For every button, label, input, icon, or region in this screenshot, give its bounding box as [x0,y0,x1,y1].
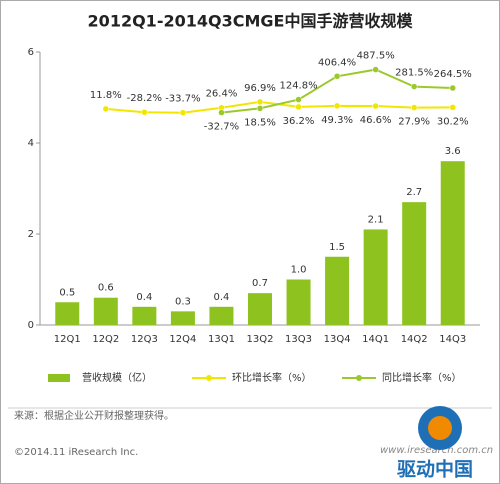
data-label: -32.7% [204,122,239,133]
bar [170,311,195,325]
data-label: 0.4 [214,292,230,303]
logo-icon [428,416,452,440]
line-point [256,105,264,112]
x-tick-label: 14Q3 [439,334,466,345]
website: www.iresearch.com.cn [380,445,493,456]
data-label: 18.5% [244,117,276,128]
line-point [372,102,379,110]
line-point [410,104,418,111]
x-tick-label: 14Q1 [362,334,389,345]
bar [325,256,350,325]
data-label: 96.9% [244,83,276,94]
data-label: 487.5% [357,51,395,62]
data-label: 3.6 [445,146,461,157]
bar [248,293,272,325]
data-label: 36.2% [283,116,315,127]
x-tick-label: 14Q2 [401,334,428,345]
line-point [218,109,225,116]
data-label: 0.3 [175,296,191,307]
line-point [295,96,302,103]
line-point [410,83,418,90]
data-label: 0.5 [59,287,75,298]
watermark: 驱动中国 [397,458,473,481]
bar [286,279,311,325]
line-point [179,109,187,116]
data-label: 1.0 [291,265,307,276]
line-point [372,66,379,73]
data-label: 406.4% [318,57,356,68]
legend-swatch [356,375,362,381]
data-label: 2.1 [368,214,384,225]
line-point [141,108,148,116]
x-tick-label: 13Q4 [324,334,351,345]
data-label: -33.7% [165,94,200,105]
bar [209,306,234,325]
y-tick-label: 2 [28,229,34,240]
line-point [449,104,456,111]
data-label: 264.5% [434,69,472,80]
x-tick-label: 12Q3 [131,334,158,345]
data-label: 11.8% [90,90,122,101]
y-tick-label: 6 [28,47,34,58]
data-label: 1.5 [329,242,345,253]
data-label: 0.7 [252,278,268,289]
bar [402,202,427,325]
data-label: 2.7 [406,187,422,198]
data-label: -28.2% [127,93,162,104]
bar [363,229,388,325]
data-label: 0.4 [136,292,152,303]
source-note: 来源：根据企业公开财报整理获得。 [14,409,174,422]
x-tick-label: 13Q1 [208,334,235,345]
data-label: 49.3% [321,115,353,126]
data-label: 27.9% [398,117,430,128]
x-tick-label: 12Q4 [169,334,196,345]
x-tick-label: 12Q2 [92,334,119,345]
bar [55,302,80,325]
legend-swatch [48,374,70,382]
line-point [295,103,302,111]
copyright: ©2014.11 iResearch Inc. [14,447,138,458]
chart-title: 2012Q1-2014Q3CMGE中国手游营收规模 [88,12,414,31]
x-tick-label: 13Q2 [247,334,274,345]
line-point [333,73,341,80]
data-label: 0.6 [98,283,114,294]
data-label: 124.8% [279,81,317,92]
legend-label: 同比增长率（%） [382,371,462,384]
data-label: 281.5% [395,68,433,79]
line-point [256,98,264,106]
data-label: 46.6% [360,115,392,126]
legend-label: 环比增长率（%） [232,371,312,384]
bar [440,161,465,325]
line-point [449,84,456,92]
legend-swatch [206,375,212,381]
data-label: 30.2% [437,116,469,127]
line-point [333,102,341,110]
bar [93,297,118,325]
x-tick-label: 13Q3 [285,334,312,345]
data-label: 26.4% [206,89,238,100]
y-tick-label: 4 [28,138,34,149]
y-tick-label: 0 [28,320,34,331]
legend-label: 营收规模（亿） [82,371,152,384]
bar [132,306,157,325]
x-tick-label: 12Q1 [54,334,81,345]
line-point [102,105,110,113]
